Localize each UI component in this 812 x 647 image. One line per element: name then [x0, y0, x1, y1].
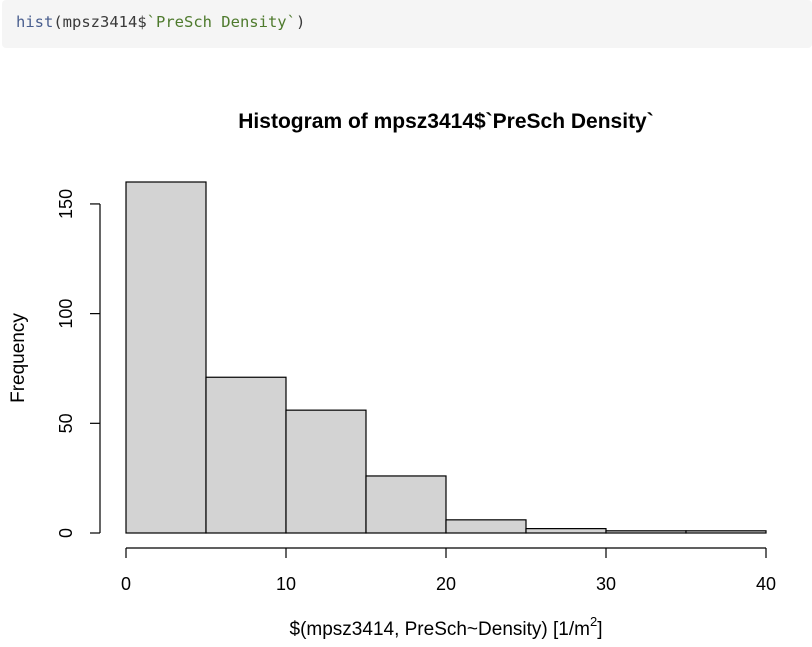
histogram-bar-6	[605, 530, 687, 534]
x-tick-label-4: 40	[756, 574, 776, 594]
code-argument: `PreSch Density`	[146, 13, 296, 31]
x-axis: 0 10 20 30 40	[121, 547, 776, 594]
x-axis-label-sup: 2	[590, 614, 597, 629]
x-tick-label-0: 0	[121, 574, 131, 594]
x-tick-label-1: 10	[276, 574, 296, 594]
x-tick-label-2: 20	[436, 574, 456, 594]
x-axis-label-end: ]	[597, 619, 602, 640]
histogram-bar-4	[445, 519, 527, 534]
y-tick-label-3: 150	[56, 189, 76, 219]
chart-title: Histogram of mpsz3414$`PreSch Density`	[238, 110, 653, 133]
y-tick-label-2: 100	[56, 299, 76, 329]
y-axis-label: Frequency	[8, 313, 29, 403]
histogram-bar-5	[525, 528, 607, 534]
histogram-bar-2	[285, 409, 367, 534]
code-line: hist(mpsz3414$`PreSch Density`)	[16, 12, 305, 32]
histogram-bar-0	[125, 181, 207, 534]
histogram-bar-3	[365, 475, 447, 534]
x-tick-label-3: 30	[596, 574, 616, 594]
code-close-paren: )	[295, 13, 306, 31]
code-block: hist(mpsz3414$`PreSch Density`)	[2, 0, 812, 48]
y-tick-label-1: 50	[56, 413, 76, 433]
x-axis-label: $(mpsz3414, PreSch~Density) [1/m2]	[290, 614, 603, 640]
y-axis: 0 50 100 150	[56, 189, 101, 538]
x-axis-label-main: $(mpsz3414, PreSch~Density) [1/m	[290, 619, 590, 640]
code-function-name: hist	[16, 13, 54, 31]
y-tick-label-0: 0	[56, 528, 76, 538]
histogram-bar-7	[685, 530, 767, 534]
code-open-paren: (mpsz3414$	[53, 13, 147, 31]
histogram-bar-1	[205, 376, 287, 534]
bars-group	[125, 181, 767, 534]
